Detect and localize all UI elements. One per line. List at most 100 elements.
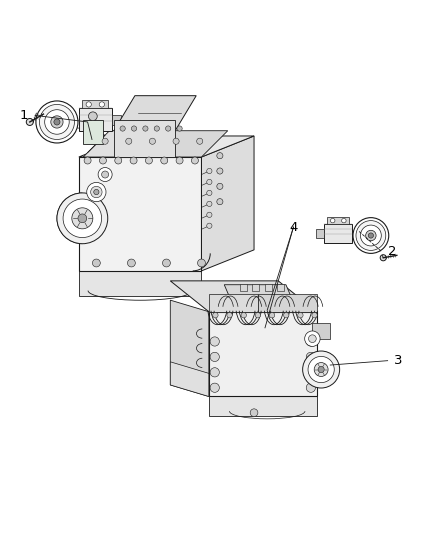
Circle shape — [356, 221, 386, 251]
Circle shape — [241, 312, 247, 318]
FancyBboxPatch shape — [324, 224, 352, 244]
Circle shape — [308, 357, 334, 383]
Polygon shape — [145, 131, 228, 157]
Circle shape — [227, 312, 232, 318]
Circle shape — [120, 126, 125, 131]
Circle shape — [207, 212, 212, 217]
Circle shape — [306, 337, 315, 346]
Circle shape — [217, 152, 223, 159]
Polygon shape — [201, 136, 254, 271]
Polygon shape — [265, 284, 272, 291]
Bar — [327, 217, 350, 224]
Circle shape — [99, 157, 106, 164]
Circle shape — [269, 312, 275, 318]
Polygon shape — [224, 285, 297, 312]
Circle shape — [126, 138, 132, 144]
Circle shape — [353, 217, 389, 253]
Circle shape — [368, 233, 374, 238]
Circle shape — [39, 104, 74, 140]
Polygon shape — [258, 294, 317, 312]
Polygon shape — [83, 120, 103, 144]
FancyBboxPatch shape — [79, 108, 112, 131]
Circle shape — [131, 126, 137, 131]
Circle shape — [342, 219, 346, 223]
Circle shape — [72, 208, 93, 229]
Circle shape — [312, 312, 317, 318]
Circle shape — [145, 157, 152, 164]
Circle shape — [78, 214, 87, 223]
Circle shape — [197, 138, 203, 144]
Circle shape — [306, 368, 315, 377]
Polygon shape — [114, 96, 196, 131]
Circle shape — [198, 259, 205, 267]
Circle shape — [45, 110, 69, 134]
Circle shape — [102, 171, 109, 178]
Circle shape — [210, 352, 219, 361]
Circle shape — [36, 101, 78, 143]
Circle shape — [217, 168, 223, 174]
Circle shape — [210, 368, 219, 377]
Circle shape — [161, 157, 168, 164]
Bar — [316, 229, 324, 238]
Circle shape — [306, 352, 315, 361]
Circle shape — [84, 157, 91, 164]
Polygon shape — [114, 120, 175, 157]
Circle shape — [250, 409, 258, 417]
Circle shape — [99, 102, 104, 107]
Circle shape — [98, 167, 112, 182]
Circle shape — [191, 157, 198, 164]
Polygon shape — [170, 362, 209, 397]
Text: 1: 1 — [20, 109, 28, 122]
Text: 2: 2 — [388, 245, 396, 257]
Polygon shape — [209, 397, 317, 416]
Circle shape — [91, 187, 102, 198]
Polygon shape — [277, 284, 284, 291]
Polygon shape — [170, 281, 317, 312]
Circle shape — [283, 312, 289, 318]
Polygon shape — [79, 136, 254, 157]
Polygon shape — [83, 131, 171, 157]
Polygon shape — [209, 312, 317, 397]
Circle shape — [380, 255, 386, 261]
Circle shape — [306, 383, 315, 392]
Circle shape — [154, 126, 159, 131]
Text: 4: 4 — [289, 221, 298, 233]
Circle shape — [127, 259, 135, 267]
Circle shape — [331, 219, 335, 223]
Circle shape — [130, 157, 137, 164]
Circle shape — [94, 189, 99, 195]
Circle shape — [162, 259, 170, 267]
Circle shape — [63, 199, 102, 238]
Bar — [82, 101, 109, 108]
Polygon shape — [170, 300, 209, 397]
Circle shape — [210, 337, 219, 346]
Polygon shape — [79, 271, 201, 296]
Polygon shape — [252, 284, 259, 291]
Circle shape — [255, 312, 261, 318]
Circle shape — [207, 201, 212, 206]
Circle shape — [177, 126, 182, 131]
Circle shape — [213, 312, 218, 318]
Circle shape — [26, 118, 33, 125]
Circle shape — [176, 157, 183, 164]
Circle shape — [308, 335, 316, 343]
Circle shape — [51, 116, 63, 128]
Circle shape — [360, 225, 381, 246]
Circle shape — [88, 112, 97, 120]
Circle shape — [207, 179, 212, 184]
Circle shape — [57, 193, 108, 244]
Circle shape — [207, 190, 212, 196]
Polygon shape — [240, 284, 247, 291]
Circle shape — [217, 183, 223, 189]
Circle shape — [210, 383, 219, 392]
Circle shape — [92, 259, 100, 267]
Polygon shape — [209, 294, 258, 312]
Text: 3: 3 — [394, 354, 403, 367]
Circle shape — [298, 312, 303, 318]
Polygon shape — [312, 324, 330, 338]
Circle shape — [305, 331, 320, 346]
Circle shape — [87, 182, 106, 201]
Circle shape — [143, 126, 148, 131]
Circle shape — [86, 102, 92, 107]
Polygon shape — [79, 157, 201, 271]
